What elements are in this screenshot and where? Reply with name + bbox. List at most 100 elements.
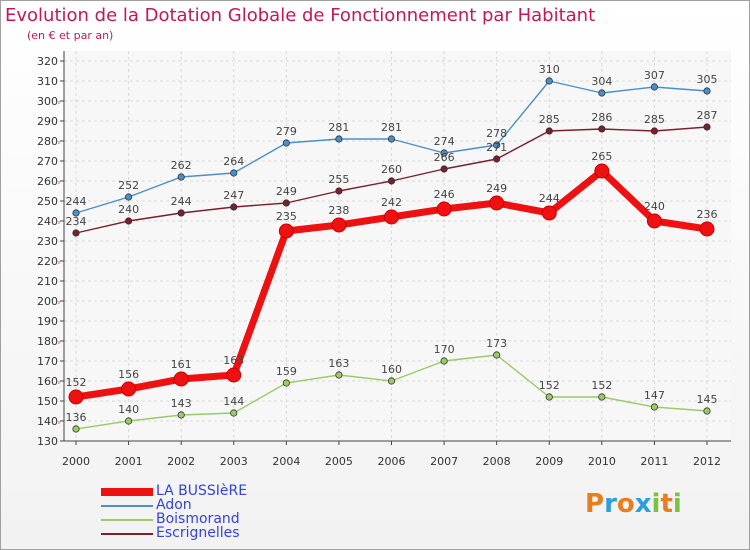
x-tick-label: 2007: [430, 455, 458, 468]
data-point-boismorand: [703, 407, 711, 415]
data-label-escrignelles: 286: [591, 111, 612, 124]
data-label-escrignelles: 285: [644, 113, 665, 126]
data-label-escrignelles: 285: [539, 113, 560, 126]
data-point-boismorand: [335, 371, 343, 379]
y-tick-label: 210: [37, 275, 58, 288]
y-tick-label: 240: [37, 215, 58, 228]
legend-label: Boismorand: [156, 511, 240, 527]
data-point-boismorand: [124, 417, 133, 425]
data-label-la-bussi-re: 238: [328, 204, 349, 217]
data-point-la-bussi-re: [331, 217, 347, 233]
y-tick-label: 280: [37, 135, 58, 148]
x-tick-label: 2001: [115, 455, 143, 468]
data-point-adon: [72, 209, 80, 217]
logo-letter: r: [604, 489, 617, 519]
y-tick-label: 200: [37, 295, 58, 308]
x-tick-label: 2010: [588, 455, 616, 468]
data-label-la-bussi-re: 265: [591, 150, 612, 163]
proxiti-logo: Proxiti: [585, 489, 682, 519]
data-label-boismorand: 152: [591, 379, 612, 392]
data-label-boismorand: 143: [171, 397, 192, 410]
data-label-adon: 252: [118, 179, 139, 192]
data-label-boismorand: 170: [434, 343, 455, 356]
data-label-adon: 281: [328, 121, 349, 134]
data-label-boismorand: 173: [486, 337, 507, 350]
data-label-adon: 307: [644, 69, 665, 82]
data-label-adon: 281: [381, 121, 402, 134]
y-tick-label: 160: [37, 375, 58, 388]
x-tick-label: 2000: [62, 455, 90, 468]
data-point-boismorand: [72, 425, 80, 433]
data-label-boismorand: 152: [539, 379, 560, 392]
data-point-boismorand: [650, 403, 659, 411]
legend-swatch: [101, 505, 153, 507]
data-label-adon: 310: [539, 63, 560, 76]
data-point-la-bussi-re: [436, 201, 452, 217]
legend-swatch: [101, 519, 153, 521]
x-tick-label: 2012: [693, 455, 721, 468]
data-point-boismorand: [545, 393, 553, 401]
legend-label: LA BUSSIèRE: [156, 483, 248, 499]
data-point-boismorand: [387, 377, 396, 385]
legend-label: Escrignelles: [156, 525, 240, 541]
data-label-boismorand: 159: [276, 365, 297, 378]
data-point-escrignelles: [650, 127, 659, 135]
x-tick-label: 2008: [483, 455, 511, 468]
data-label-escrignelles: 260: [381, 163, 402, 176]
y-tick-label: 260: [37, 175, 58, 188]
data-label-adon: 262: [171, 159, 192, 172]
data-point-escrignelles: [703, 123, 711, 131]
data-label-la-bussi-re: 240: [644, 200, 665, 213]
data-point-boismorand: [598, 393, 606, 401]
data-point-escrignelles: [493, 155, 501, 163]
legend-swatch: [101, 488, 153, 496]
logo-letter: i: [651, 489, 661, 519]
data-label-adon: 264: [223, 155, 244, 168]
data-label-boismorand: 140: [118, 403, 139, 416]
y-tick-label: 180: [37, 335, 58, 348]
data-label-escrignelles: 249: [276, 185, 297, 198]
data-point-escrignelles: [124, 217, 133, 225]
data-point-adon: [230, 169, 238, 177]
logo-letter: i: [672, 489, 682, 519]
data-label-boismorand: 136: [66, 411, 87, 424]
data-label-la-bussi-re: 163: [223, 354, 244, 367]
data-point-la-bussi-re: [278, 223, 294, 239]
data-label-boismorand: 144: [223, 395, 244, 408]
data-label-la-bussi-re: 235: [276, 210, 297, 223]
logo-letter: o: [616, 489, 635, 519]
x-tick-label: 2011: [640, 455, 668, 468]
data-point-adon: [177, 173, 185, 181]
data-point-escrignelles: [387, 177, 396, 185]
data-label-adon: 274: [434, 135, 455, 148]
data-label-adon: 244: [66, 195, 87, 208]
data-label-adon: 305: [697, 73, 718, 86]
data-label-la-bussi-re: 244: [539, 192, 560, 205]
data-label-la-bussi-re: 152: [66, 376, 87, 389]
data-label-escrignelles: 234: [66, 215, 87, 228]
y-tick-label: 150: [37, 395, 58, 408]
y-tick-label: 190: [37, 315, 58, 328]
data-point-la-bussi-re: [594, 163, 610, 179]
data-point-adon: [282, 139, 290, 147]
data-label-la-bussi-re: 161: [171, 358, 192, 371]
data-point-adon: [598, 89, 606, 97]
data-point-escrignelles: [282, 199, 290, 207]
data-label-la-bussi-re: 236: [697, 208, 718, 221]
legend-label: Adon: [156, 497, 192, 513]
data-label-adon: 304: [591, 75, 612, 88]
data-label-boismorand: 145: [697, 393, 718, 406]
logo-letter: x: [634, 489, 652, 519]
data-label-escrignelles: 247: [223, 189, 244, 202]
chart-title: Evolution de la Dotation Globale de Fonc…: [5, 5, 596, 26]
data-point-la-bussi-re: [68, 389, 84, 405]
data-label-boismorand: 147: [644, 389, 665, 402]
data-point-escrignelles: [598, 125, 606, 133]
x-tick-label: 2004: [272, 455, 300, 468]
y-tick-label: 250: [37, 195, 58, 208]
legend-swatch: [101, 533, 153, 535]
logo-letter: P: [585, 489, 605, 519]
data-point-la-bussi-re: [173, 371, 189, 387]
